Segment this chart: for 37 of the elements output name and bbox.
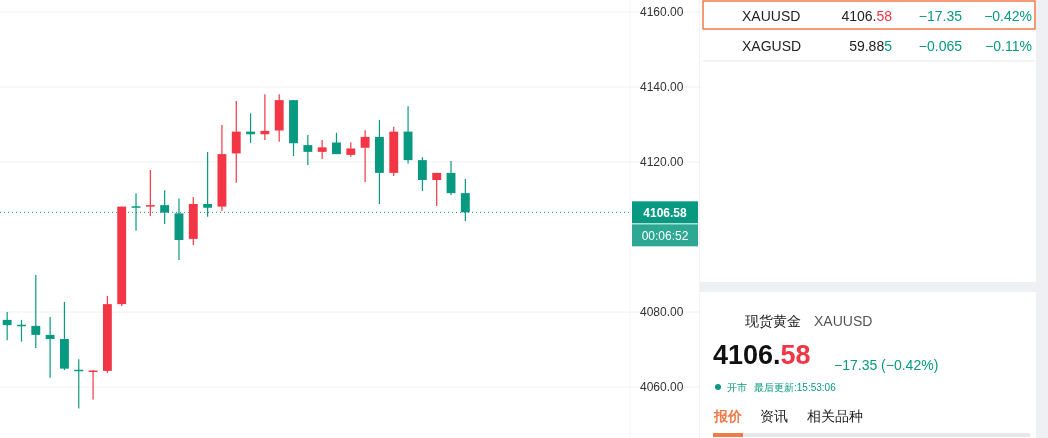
candlestick — [317, 139, 327, 160]
y-tick-label: 4080.00 — [640, 305, 684, 319]
text: −17.35 (−0.42%) — [834, 357, 939, 373]
text: 资讯 — [760, 408, 788, 424]
y-tick-label: 4140.00 — [640, 80, 684, 94]
candlestick — [260, 93, 270, 141]
text: −17.35 — [918, 8, 963, 24]
candlestick — [131, 192, 141, 232]
text: 现货黄金 — [745, 313, 801, 329]
text: 开市 — [727, 382, 747, 393]
candlestick — [2, 311, 12, 341]
text: 相关品种 — [807, 408, 863, 424]
y-tick-label: 4160.00 — [640, 5, 684, 19]
text: 4106.58 — [713, 340, 811, 370]
candlestick — [45, 316, 55, 379]
candlestick — [303, 134, 313, 166]
text: 00:06:52 — [641, 228, 689, 243]
text: XAGUSD — [742, 38, 802, 54]
text: −0.42% — [984, 8, 1032, 24]
ref-line-label: 4106.58 — [643, 205, 688, 220]
y-tick-label: 4060.00 — [640, 380, 684, 394]
text: 最后更新:15:53:06 — [754, 382, 837, 393]
text: XAUUSD — [742, 8, 801, 24]
candlestick — [31, 274, 41, 349]
text: 59.885 — [849, 38, 893, 54]
text: −0.065 — [918, 38, 963, 54]
candlestick — [231, 100, 241, 184]
candlestick — [417, 156, 427, 192]
candlestick — [432, 172, 442, 207]
candlestick — [145, 169, 155, 217]
candlestick — [360, 129, 370, 183]
text: XAUUSD — [814, 313, 873, 329]
text: 报价 — [713, 408, 743, 424]
text: −0.11% — [985, 38, 1032, 54]
text: 4106.58 — [841, 8, 893, 24]
y-tick-label: 4120.00 — [640, 155, 684, 169]
candlestick — [160, 189, 170, 225]
